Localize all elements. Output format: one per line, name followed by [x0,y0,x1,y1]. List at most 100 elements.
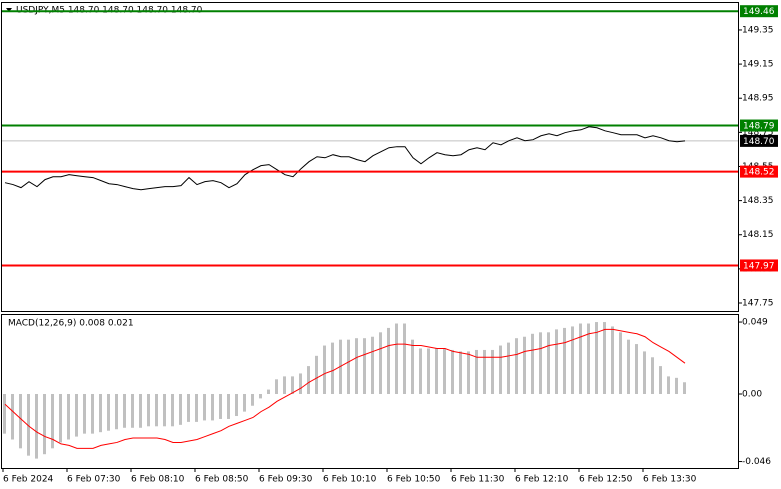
macd-bar [475,349,478,394]
y-tick-label: 0.00 [742,389,762,399]
macd-bar [379,332,382,394]
macd-bar [147,393,150,427]
macd-bar [163,393,166,427]
macd-bar [75,393,78,437]
x-tick-label: 6 Feb 08:10 [131,475,185,485]
macd-bar [643,351,646,394]
macd-bar [411,339,414,394]
price-panel-frame [1,2,739,312]
macd-bar [483,349,486,394]
macd-bar [627,339,630,394]
macd-panel-frame [1,314,739,469]
macd-bar [171,393,174,427]
level-label: 147.97 [743,261,775,271]
macd-bar [211,393,214,421]
macd-bar [275,379,278,394]
macd-bar [235,393,238,417]
y-tick-label: 147.75 [742,299,774,309]
macd-bar [531,333,534,394]
y-tick-label: 149.35 [742,25,774,35]
macd-bar [315,355,318,394]
y-tick-label: 148.95 [742,94,774,104]
macd-bar [131,393,134,428]
macd-bar [251,393,254,406]
macd-bar [555,329,558,394]
macd-bar [467,351,470,394]
macd-bar [195,393,198,422]
macd-bar [427,348,430,394]
macd-bar [371,336,374,394]
macd-bar [499,345,502,394]
macd-bar [451,349,454,394]
macd-bar [563,327,566,394]
macd-bar [67,393,70,440]
macd-bar [403,323,406,394]
price-line [4,126,686,191]
macd-bar [243,393,246,412]
macd-bar [683,382,686,394]
macd-bar [179,393,182,425]
macd-bar [523,336,526,394]
macd-bar [11,393,14,440]
macd-bar [291,376,294,394]
current-price-box [740,134,778,147]
macd-bar [635,344,638,394]
macd-bar [19,393,22,449]
level-label: 149.46 [743,7,775,17]
macd-bar [27,393,30,456]
macd-bar [579,323,582,394]
level-label-box [740,259,778,272]
macd-bar [675,377,678,394]
signal-line [4,328,686,449]
macd-bar [99,393,102,433]
macd-bar [587,323,590,394]
macd-bar [539,332,542,394]
x-tick-label: 6 Feb 08:50 [195,475,249,485]
macd-bar [659,366,662,394]
macd-bar [571,326,574,394]
x-tick-label: 6 Feb 12:10 [515,475,569,485]
macd-bar [43,393,46,455]
macd-bar [3,393,6,434]
y-tick-label: 149.15 [742,60,774,70]
macd-bar [227,393,230,419]
current-price-label: 148.70 [743,137,775,147]
macd-bar [419,348,422,394]
menu-arrow [6,8,12,12]
macd-bar [59,393,62,443]
macd-bar [507,342,510,394]
macd-bar [363,338,366,394]
macd-bar [123,393,126,428]
macd-bar [619,332,622,394]
macd-bar [347,339,350,394]
x-tick-label: 6 Feb 13:30 [643,475,697,485]
macd-bar [459,351,462,394]
macd-bar [443,348,446,394]
y-tick-label: 148.15 [742,230,774,240]
macd-bar [187,393,190,422]
y-tick-label: 148.35 [742,196,774,206]
x-tick-label: 6 Feb 11:30 [451,475,505,485]
macd-bar [491,349,494,394]
level-label-box [740,165,778,178]
macd-bar [299,373,302,394]
macd-bar [83,393,86,434]
x-tick-label: 6 Feb 07:30 [67,475,121,485]
y-tick-label: 0.049 [742,318,768,328]
macd-bar [259,393,262,399]
macd-bar [595,322,598,394]
macd-bar [355,338,358,394]
x-tick-label: 6 Feb 09:30 [259,475,313,485]
macd-bar [395,323,398,394]
macd-bar [611,326,614,394]
macd-bar [115,393,118,430]
macd-bar [51,393,54,449]
macd-bar [203,393,206,421]
macd-title: MACD(12,26,9) 0.008 0.021 [8,319,134,329]
macd-bar [603,322,606,394]
macd-bar [283,376,286,394]
level-label: 148.52 [743,168,775,178]
macd-bar [307,366,310,394]
